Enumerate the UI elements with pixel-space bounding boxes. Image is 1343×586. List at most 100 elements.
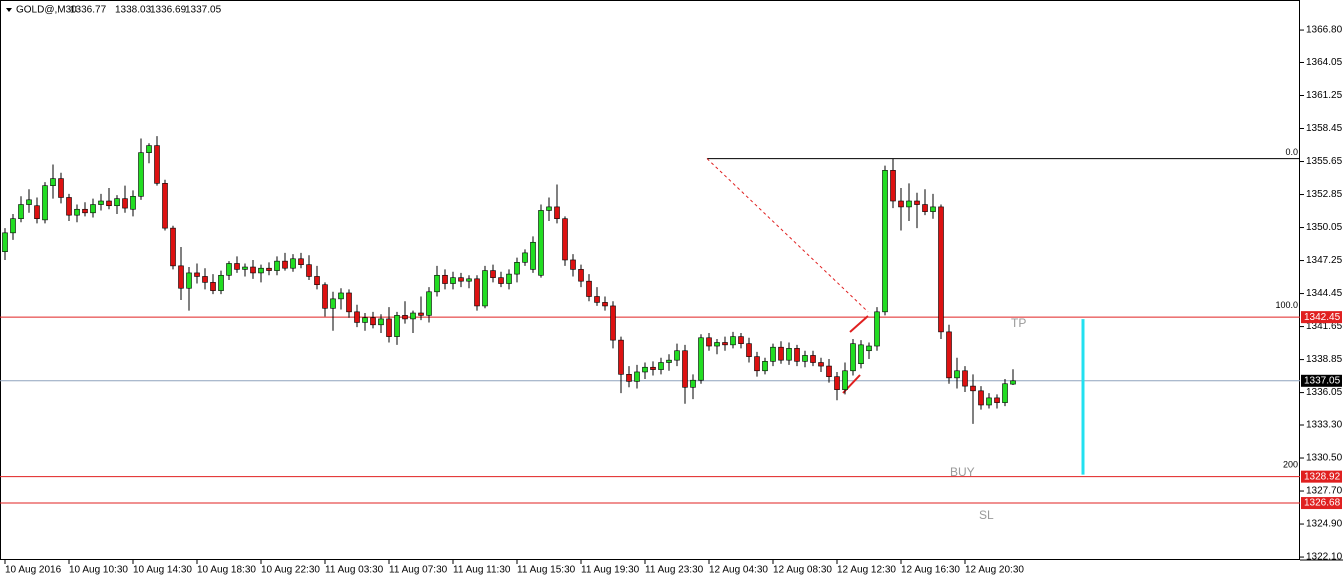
candle-body [650, 366, 656, 370]
candle-body [730, 336, 736, 346]
candle-body [50, 178, 56, 186]
candle-body [338, 292, 344, 300]
candle-body [10, 218, 16, 234]
candle-body [250, 266, 256, 274]
candle-body [146, 145, 152, 153]
candle-body [138, 152, 144, 197]
candle-body [610, 305, 616, 341]
candle-body [386, 318, 392, 337]
annotation-buy: BUY [950, 465, 975, 479]
x-tick-label: 11 Aug 23:30 [645, 565, 704, 576]
candle-body [354, 311, 360, 323]
candle-body [58, 178, 64, 198]
candle-body [954, 370, 960, 379]
candle-body [658, 362, 664, 370]
x-tick-label: 12 Aug 20:30 [965, 565, 1024, 576]
x-tick-label: 10 Aug 14:30 [133, 565, 192, 576]
candle-body [90, 204, 96, 214]
candle-body [562, 218, 568, 261]
candle-body [210, 282, 216, 291]
candle-body [402, 315, 408, 320]
candle-body [266, 267, 272, 271]
candle-body [106, 200, 112, 207]
candle-body [2, 232, 8, 253]
candle-body [394, 315, 400, 337]
y-tick-label: 1358.45 [1306, 123, 1343, 134]
price-level-label: 1326.68 [1304, 498, 1341, 509]
y-tick-label: 1338.85 [1306, 354, 1343, 365]
x-tick-label: 11 Aug 11:30 [453, 565, 511, 576]
candle-body [802, 355, 808, 362]
x-tick-label: 11 Aug 19:30 [581, 565, 640, 576]
candle-body [1002, 383, 1008, 403]
candle-body [786, 348, 792, 361]
candle-body [578, 269, 584, 282]
x-tick-label: 12 Aug 08:30 [773, 565, 832, 576]
candle-body [186, 272, 192, 289]
candle-body [818, 362, 824, 367]
annotation-sl: SL [979, 508, 994, 522]
candle-body [746, 343, 752, 357]
candle-body [522, 252, 528, 263]
y-tick-label: 1344.45 [1306, 288, 1343, 299]
candle-body [898, 200, 904, 208]
y-tick-label: 1322.10 [1306, 552, 1343, 563]
candle-body [290, 258, 296, 269]
candle-body [874, 311, 880, 347]
menu-arrow [6, 8, 12, 12]
candle-body [626, 374, 632, 382]
candle-body [938, 206, 944, 333]
candle-body [202, 276, 208, 283]
candle-body [634, 371, 640, 382]
candle-body [826, 365, 832, 377]
candle-body [114, 198, 120, 207]
y-tick-label: 1347.25 [1306, 255, 1343, 266]
candle-body [74, 208, 80, 216]
candle-body [618, 339, 624, 375]
candle-body [490, 270, 496, 278]
candle-body [154, 145, 160, 184]
candle-body [682, 350, 688, 388]
price-level-box [1301, 311, 1342, 324]
candle-body [498, 277, 504, 284]
candle-body [834, 376, 840, 390]
candle-body [226, 263, 232, 276]
fib-label: 200 [1283, 459, 1298, 469]
candle-body [482, 270, 488, 307]
candle-body [314, 276, 320, 286]
candle-body [890, 170, 896, 202]
y-tick-label: 1355.65 [1306, 156, 1343, 167]
candle-body [370, 317, 376, 326]
candle-body [282, 260, 288, 269]
candle-body [322, 284, 328, 309]
y-tick-label: 1341.65 [1306, 321, 1343, 332]
candle-body [738, 336, 744, 344]
y-tick-label: 1324.90 [1306, 519, 1343, 530]
candle-body [66, 197, 72, 216]
x-tick-label: 11 Aug 15:30 [517, 565, 576, 576]
candle-body [162, 183, 168, 229]
candle-body [546, 206, 552, 211]
ohlc-open: 1336.77 [70, 5, 107, 16]
x-tick-label: 11 Aug 03:30 [325, 565, 384, 576]
candle-body [554, 206, 560, 219]
candle-body [530, 241, 536, 270]
candle-body [762, 361, 768, 372]
price-level-box [1301, 374, 1342, 387]
fib-label: 100.0 [1275, 300, 1298, 310]
candle-body [882, 170, 888, 313]
candle-body [754, 356, 760, 372]
x-tick-label: 12 Aug 04:30 [709, 565, 768, 576]
x-tick-label: 10 Aug 18:30 [197, 565, 256, 576]
candle-body [994, 397, 1000, 403]
candle-body [178, 265, 184, 289]
price-level-box [1301, 470, 1342, 483]
fib-trend [706, 158, 869, 313]
candle-body [450, 277, 456, 284]
x-tick-label: 10 Aug 10:30 [69, 565, 128, 576]
candle-body [770, 346, 776, 362]
candle-body [130, 195, 136, 210]
candle-body [98, 200, 104, 205]
candle-body [866, 345, 872, 352]
